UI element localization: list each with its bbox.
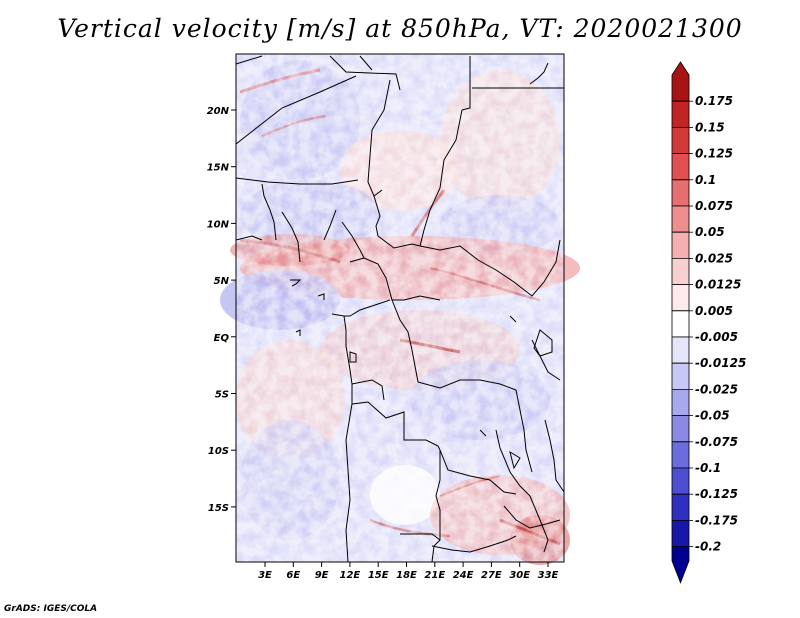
- lon-label: 15E: [368, 570, 389, 581]
- colorbar-label: -0.2: [695, 540, 721, 554]
- colorbar-segment: [671, 100, 690, 128]
- latitude-axis: 20N 15N 10N 5N EQ 5S 10S 15S: [207, 106, 236, 514]
- lat-label: 5S: [215, 390, 229, 401]
- colorbar-segment: [671, 362, 690, 390]
- colorbar-label: 0.0125: [695, 278, 741, 292]
- colorbar-segment: [671, 493, 690, 521]
- colorbar-segment: [671, 153, 690, 181]
- colorbar-segment: [671, 127, 690, 154]
- colorbar-label: -0.005: [695, 330, 738, 344]
- lon-label: 33E: [538, 570, 559, 581]
- colorbar-label: 0.075: [695, 199, 733, 213]
- map-frame: [235, 53, 565, 563]
- lat-label: 20N: [207, 106, 230, 117]
- colorbar-label: 0.175: [695, 94, 733, 108]
- lon-label: 18E: [396, 570, 417, 581]
- colorbar-label: 0.005: [695, 304, 733, 318]
- map-panel: 3E 6E 9E 12E 15E 18E 21E 24E 27E 30E 33E 20N 15N 10N…: [207, 53, 580, 581]
- colorbar-segment: [671, 389, 690, 416]
- lat-label: 10S: [208, 446, 229, 457]
- colorbar-label: 0.125: [695, 147, 733, 161]
- colorbar-segment: [671, 441, 690, 469]
- colorbar-segment: [671, 415, 690, 443]
- colorbar-label: 0.15: [695, 120, 725, 134]
- colorbar-label: -0.05: [695, 409, 730, 423]
- lon-label: 12E: [340, 570, 361, 581]
- colorbar-segment: [671, 467, 690, 495]
- colorbar-segment: [671, 205, 690, 233]
- colorbar-label: -0.0125: [695, 356, 746, 370]
- boundaries: [235, 55, 565, 563]
- colorbar-segment: [671, 258, 690, 285]
- colorbar-segment: [671, 179, 690, 207]
- colorbar-segment: [671, 284, 690, 312]
- longitude-axis: 3E 6E 9E 12E 15E 18E 21E 24E 27E 30E 33E: [258, 562, 559, 581]
- colorbar-label: -0.075: [695, 435, 738, 449]
- lon-label: 3E: [258, 570, 272, 581]
- lon-label: 6E: [286, 570, 300, 581]
- colorbar: 0.175 0.15 0.125 0.1 0.075 0.05 0.025 0.0125 0.0…: [671, 61, 746, 584]
- lat-label: EQ: [214, 333, 230, 344]
- colorbar-segment: [671, 336, 690, 364]
- colorbar-label: -0.1: [695, 461, 721, 475]
- velocity-field: [220, 54, 580, 565]
- grads-credit: GrADS: IGES/COLA: [4, 604, 98, 614]
- colorbar-segment: [671, 231, 690, 259]
- lon-label: 30E: [509, 570, 530, 581]
- colorbar-segment: [671, 520, 690, 547]
- lat-label: 15N: [207, 163, 230, 174]
- chart-title: Vertical velocity [m/s] at 850hPa, VT: 2…: [57, 14, 743, 43]
- colorbar-segment: [671, 546, 690, 584]
- lon-label: 21E: [424, 570, 445, 581]
- colorbar-label: -0.125: [695, 487, 738, 501]
- lon-label: 27E: [481, 570, 502, 581]
- colorbar-segment: [671, 61, 690, 102]
- colorbar-label: -0.025: [695, 382, 738, 396]
- colorbar-label: 0.05: [695, 225, 725, 239]
- colorbar-label: 0.025: [695, 251, 733, 265]
- lat-label: 15S: [208, 503, 229, 514]
- lat-label: 5N: [214, 276, 230, 287]
- colorbar-segment: [671, 310, 690, 338]
- lon-label: 9E: [315, 570, 329, 581]
- colorbar-label: 0.1: [695, 173, 716, 187]
- lon-label: 24E: [453, 570, 474, 581]
- lat-label: 10N: [207, 219, 230, 230]
- colorbar-label: -0.175: [695, 513, 738, 527]
